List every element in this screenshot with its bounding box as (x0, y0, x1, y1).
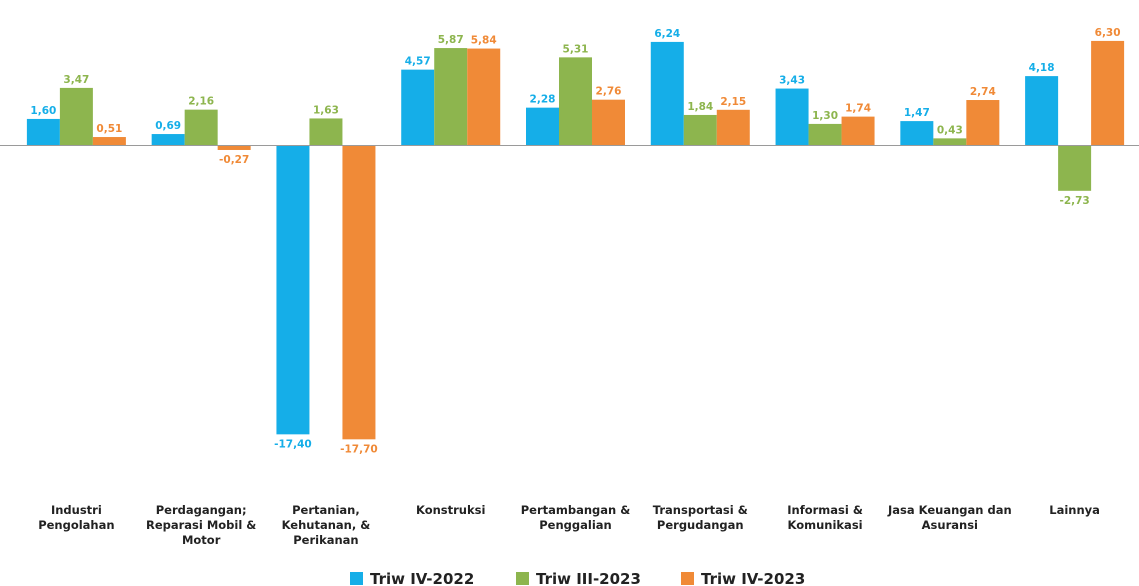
value-label-5-series-1: 2,28 (530, 94, 556, 106)
category-label-4-line-1: Konstruksi (416, 503, 485, 517)
value-label-6-series-1: 6,24 (654, 28, 680, 40)
value-label-5-series-2: 5,31 (563, 43, 589, 55)
legend: Triw IV-2022 Triw III-2023 Triw IV-2023 (350, 570, 805, 586)
bar-4-series-3 (467, 48, 501, 146)
value-label-7-series-2: 1,30 (812, 110, 838, 122)
category-label-3-line-1: Pertanian, (292, 503, 360, 517)
category-label-1-line-2: Pengolahan (38, 518, 114, 532)
value-label-4-series-2: 5,87 (438, 34, 464, 46)
value-labels-group: 1,60 3,47 0,51 0,69 2,16 -0,27 -17,40 1,63 -17,7… (30, 27, 1120, 455)
legend-label-3: Triw IV-2023 (701, 570, 805, 586)
bar-3-series-3 (342, 145, 376, 440)
bar-2-series-1 (151, 134, 185, 146)
category-label-2-line-2: Reparasi Mobil & (146, 518, 256, 532)
bar-5-series-1 (526, 107, 559, 146)
category-label-2-line-1: Perdagangan; (156, 503, 247, 517)
value-label-9-series-2: -2,73 (1059, 195, 1089, 207)
value-label-3-series-1: -17,40 (274, 438, 312, 450)
bar-5-series-3 (592, 99, 625, 146)
value-label-1-series-1: 1,60 (30, 105, 56, 117)
bar-9-series-1 (1025, 76, 1059, 146)
legend-swatch-2 (516, 572, 529, 585)
value-label-8-series-1: 1,47 (904, 107, 930, 119)
category-label-7-line-2: Komunikasi (788, 518, 863, 532)
bar-6-series-2 (683, 114, 717, 146)
category-label-3-line-2: Kehutanan, & (282, 518, 371, 532)
category-label-1-line-1: Industri (51, 503, 102, 517)
value-label-7-series-1: 3,43 (779, 75, 805, 87)
category-label-3-line-3: Perikanan (293, 533, 358, 547)
bar-3-series-2 (309, 118, 343, 146)
value-label-6-series-2: 1,84 (687, 101, 713, 113)
bar-9-series-2 (1058, 145, 1092, 191)
legend-swatch-1 (350, 572, 363, 585)
category-label-6-line-2: Pergudangan (657, 518, 744, 532)
category-label-9-line-1: Lainnya (1049, 503, 1100, 517)
value-label-4-series-3: 5,84 (471, 35, 497, 47)
value-label-9-series-1: 4,18 (1029, 62, 1055, 74)
category-label-7-line-1: Informasi & (787, 503, 863, 517)
category-label-6-line-1: Transportasi & (653, 503, 748, 517)
legend-swatch-3 (681, 572, 694, 585)
bar-4-series-2 (434, 48, 468, 146)
value-label-3-series-2: 1,63 (313, 104, 339, 116)
value-label-6-series-3: 2,15 (720, 96, 746, 108)
value-label-8-series-2: 0,43 (937, 124, 963, 136)
bar-8-series-1 (900, 121, 934, 146)
bar-3-series-1 (276, 145, 310, 435)
bars-group (26, 40, 1125, 440)
bar-2-series-2 (184, 109, 218, 146)
bar-1-series-1 (26, 118, 60, 146)
value-label-8-series-3: 2,74 (970, 86, 996, 98)
bar-6-series-1 (650, 41, 684, 146)
bar-1-series-3 (92, 137, 126, 146)
value-label-1-series-3: 0,51 (96, 123, 122, 135)
legend-label-2: Triw III-2023 (536, 570, 641, 586)
bar-8-series-3 (966, 100, 1000, 146)
category-label-8-line-1: Jasa Keuangan dan (887, 503, 1012, 517)
category-label-5-line-1: Pertambangan & (521, 503, 631, 517)
value-label-3-series-3: -17,70 (340, 443, 378, 455)
category-label-2-line-3: Motor (182, 533, 221, 547)
value-label-2-series-1: 0,69 (155, 120, 181, 132)
bar-6-series-3 (716, 109, 750, 146)
value-label-7-series-3: 1,74 (845, 103, 871, 115)
value-label-4-series-1: 4,57 (405, 56, 431, 68)
value-label-2-series-3: -0,27 (219, 154, 249, 166)
bar-7-series-3 (841, 116, 875, 146)
bar-1-series-2 (59, 87, 93, 146)
bar-9-series-3 (1091, 40, 1125, 146)
bar-2-series-3 (217, 145, 251, 150)
value-label-2-series-2: 2,16 (188, 96, 214, 108)
bar-7-series-1 (775, 88, 809, 146)
category-label-8-line-2: Asuransi (922, 518, 978, 532)
bar-4-series-1 (401, 69, 435, 146)
value-label-5-series-3: 2,76 (596, 86, 622, 98)
bar-8-series-2 (933, 138, 967, 146)
category-label-5-line-2: Penggalian (539, 518, 611, 532)
bar-7-series-2 (808, 123, 842, 146)
legend-label-1: Triw IV-2022 (370, 570, 474, 586)
bar-5-series-2 (559, 57, 592, 146)
value-label-9-series-3: 6,30 (1095, 27, 1121, 39)
value-label-1-series-2: 3,47 (63, 74, 89, 86)
